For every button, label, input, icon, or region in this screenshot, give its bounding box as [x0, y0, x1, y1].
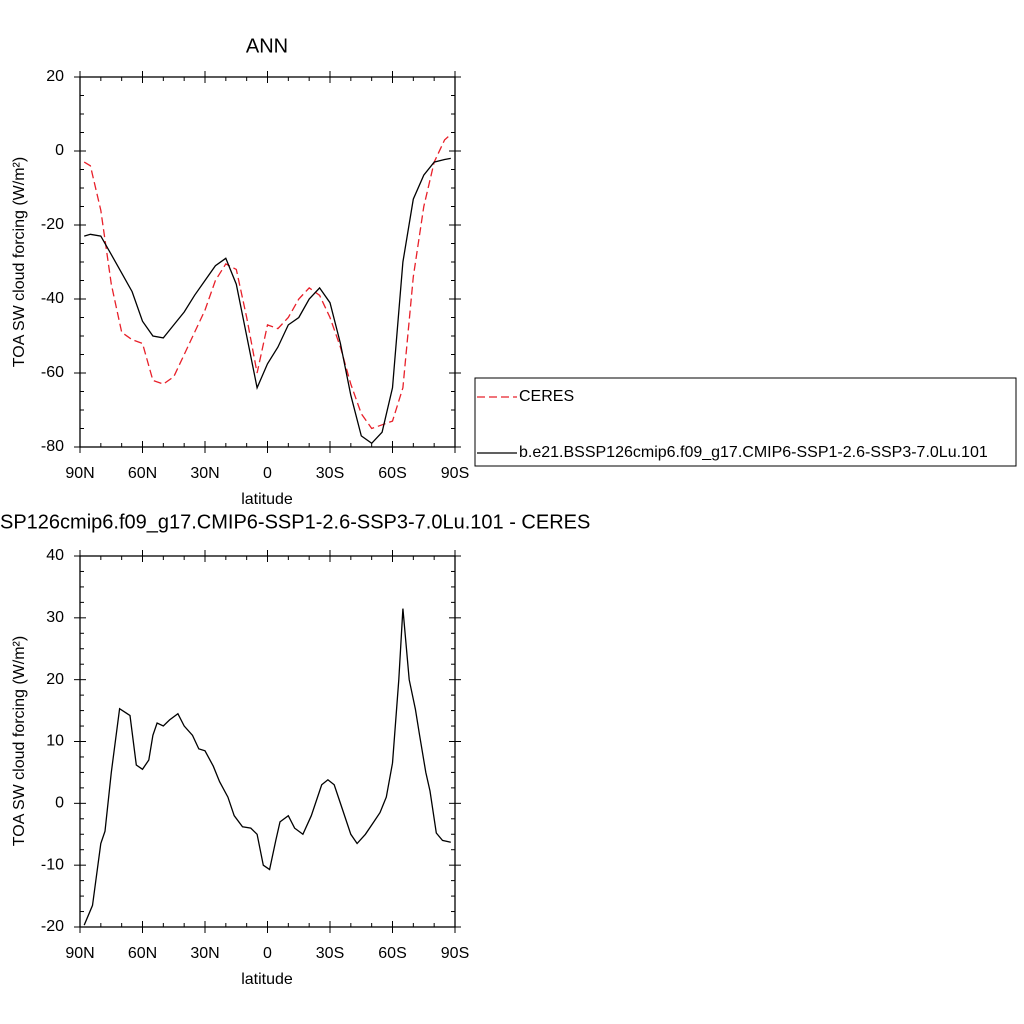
chart-title: ANN: [246, 35, 288, 57]
x-tick-label: 30N: [190, 945, 219, 962]
y-tick-label: 40: [46, 547, 64, 564]
x-tick-label: 60S: [378, 945, 406, 962]
y-tick-label: 20: [46, 671, 64, 688]
y-tick-label: -20: [41, 216, 64, 233]
x-tick-label: 30N: [190, 465, 219, 482]
y-tick-label: 10: [46, 733, 64, 750]
x-tick-label: 0: [263, 465, 272, 482]
legend-box: [474, 377, 1017, 467]
plot-frame: [79, 555, 456, 928]
y-tick-label: -40: [41, 290, 64, 307]
x-tick-label: 60N: [128, 465, 157, 482]
x-tick-label: 30S: [316, 945, 344, 962]
y-axis-label: TOA SW cloud forcing (W/m²): [11, 636, 28, 846]
x-tick-label: 0: [263, 945, 272, 962]
x-tick-label: 60N: [128, 945, 157, 962]
y-tick-label: -20: [41, 918, 64, 935]
y-tick-label: 30: [46, 609, 64, 626]
x-axis-label: latitude: [241, 971, 293, 988]
data-line: [83, 608, 451, 926]
data-line: [84, 157, 451, 445]
y-tick-label: 20: [46, 68, 64, 85]
x-tick-label: 90S: [441, 945, 469, 962]
chart-title: SP126cmip6.f09_g17.CMIP6-SSP1-2.6-SSP3-7…: [0, 511, 590, 533]
data-line: [83, 133, 452, 430]
x-axis-label: latitude: [241, 491, 293, 508]
x-tick-label: 90S: [441, 465, 469, 482]
y-axis-label: TOA SW cloud forcing (W/m²): [11, 157, 28, 367]
y-tick-label: 0: [55, 795, 64, 812]
y-tick-label: -80: [41, 438, 64, 455]
x-tick-label: 60S: [378, 465, 406, 482]
x-tick-label: 30S: [316, 465, 344, 482]
legend-label: b.e21.BSSP126cmip6.f09_g17.CMIP6-SSP1-2.…: [519, 444, 988, 461]
plot-frame: [79, 76, 456, 448]
legend-label: CERES: [519, 388, 574, 405]
y-tick-label: -60: [41, 364, 64, 381]
y-tick-label: -10: [41, 856, 64, 873]
y-tick-label: 0: [55, 142, 64, 159]
x-tick-label: 90N: [65, 465, 94, 482]
x-tick-label: 90N: [65, 945, 94, 962]
